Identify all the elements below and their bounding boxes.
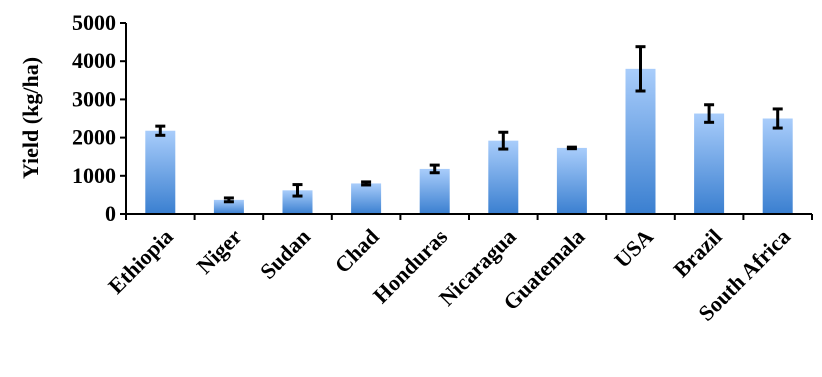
error-bar <box>361 180 372 187</box>
x-category-label: USA <box>609 224 658 273</box>
bar-honduras <box>419 168 450 214</box>
axes <box>125 23 813 220</box>
bar-guatemala <box>556 147 587 214</box>
bars <box>145 68 793 214</box>
y-tick-label: 1000 <box>72 163 116 188</box>
y-tick-label: 4000 <box>72 48 116 73</box>
y-tick-label: 2000 <box>72 125 116 150</box>
x-category-label: Niger <box>192 224 247 279</box>
bar-ethiopia <box>145 130 176 214</box>
x-category-label: Ethiopia <box>103 224 178 299</box>
x-category-label: Chad <box>330 224 384 278</box>
error-bar <box>772 107 783 130</box>
error-bar <box>704 103 715 124</box>
x-category-label: Brazil <box>668 224 726 282</box>
error-bar <box>429 163 440 175</box>
y-tick-label: 5000 <box>72 10 116 35</box>
y-tick-label: 0 <box>105 201 116 226</box>
y-axis-ticks: 0 1000 2000 3000 4000 5000 <box>72 10 126 226</box>
x-axis-labels: Ethiopia Niger Sudan ChadHondurasNicaraguaG… <box>103 224 795 326</box>
bar-nicaragua <box>488 140 519 214</box>
y-tick-label: 3000 <box>72 86 116 111</box>
error-bar <box>566 145 577 151</box>
x-category-label: Sudan <box>255 224 315 284</box>
bar-niger <box>213 199 244 214</box>
y-axis-title: Yield (kg/ha) <box>18 57 43 179</box>
error-bar <box>223 196 234 204</box>
error-bar <box>498 130 509 151</box>
error-bars <box>155 45 783 204</box>
bar-south-africa <box>762 118 793 214</box>
bar-usa <box>625 68 656 214</box>
error-bar <box>635 45 646 93</box>
error-bar <box>292 183 303 198</box>
bar-sudan <box>282 190 313 214</box>
bar-chad <box>351 183 382 214</box>
bar-brazil <box>694 113 725 214</box>
error-bar <box>155 124 166 137</box>
